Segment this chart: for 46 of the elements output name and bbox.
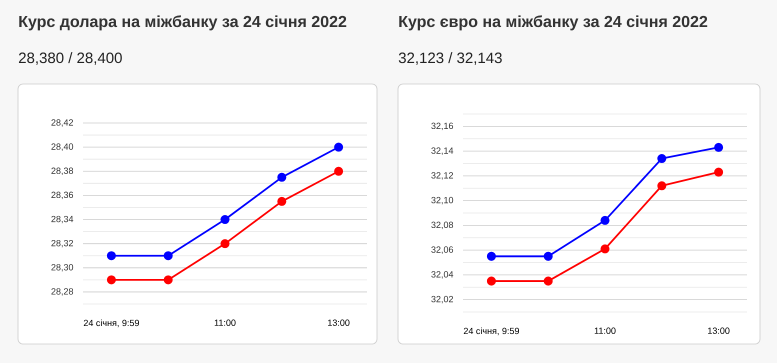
point	[106, 275, 116, 284]
x-tick-label: 11:00	[594, 328, 616, 334]
y-tick-label: 28,32	[51, 240, 74, 248]
chart-title: Курс євро на міжбанку за 24 січня 2022	[399, 15, 708, 30]
y-tick-label: 28,42	[51, 119, 74, 127]
x-tick-label: 13:00	[708, 328, 730, 334]
point	[714, 142, 724, 152]
chart-subtitle: 28,380 / 28,400	[18, 52, 122, 65]
point	[486, 252, 496, 261]
y-tick-label: 32,08	[431, 222, 454, 230]
point	[657, 181, 666, 190]
chart-title: Курс долара на міжбанку за 24 січня 2022	[19, 15, 346, 30]
y-tick-label: 28,30	[51, 264, 74, 272]
x-tick-label: 24 січня, 9:59	[84, 320, 139, 328]
y-tick-label: 32,10	[431, 196, 454, 204]
point	[334, 142, 344, 152]
point	[220, 215, 230, 224]
point	[277, 172, 286, 182]
x-tick-label: 13:00	[328, 320, 350, 326]
y-tick-label: 32,16	[431, 122, 454, 130]
y-tick-label: 32,02	[431, 296, 454, 304]
chart-subtitle: 32,123 / 32,143	[398, 52, 502, 65]
y-tick-label: 32,12	[431, 172, 454, 180]
point	[334, 166, 344, 176]
point	[164, 251, 173, 260]
y-tick-label: 28,40	[51, 143, 74, 151]
y-tick-label: 28,34	[51, 216, 74, 224]
y-tick-label: 28,28	[51, 288, 74, 296]
y-tick-label: 32,04	[431, 271, 454, 279]
point	[544, 252, 553, 261]
point	[600, 244, 610, 254]
point	[657, 154, 666, 164]
point	[544, 276, 553, 286]
point	[220, 239, 230, 248]
point	[714, 168, 724, 177]
x-tick-label: 24 січня, 9:59	[464, 328, 520, 336]
point	[600, 216, 610, 225]
point	[486, 276, 496, 286]
y-tick-label: 32,06	[431, 246, 454, 254]
y-tick-label: 28,36	[51, 192, 74, 200]
y-tick-label: 28,38	[51, 168, 74, 175]
x-tick-label: 11:00	[214, 320, 236, 326]
point	[106, 251, 116, 260]
y-tick-label: 32,14	[431, 147, 454, 155]
point	[277, 196, 286, 206]
point	[164, 275, 173, 284]
